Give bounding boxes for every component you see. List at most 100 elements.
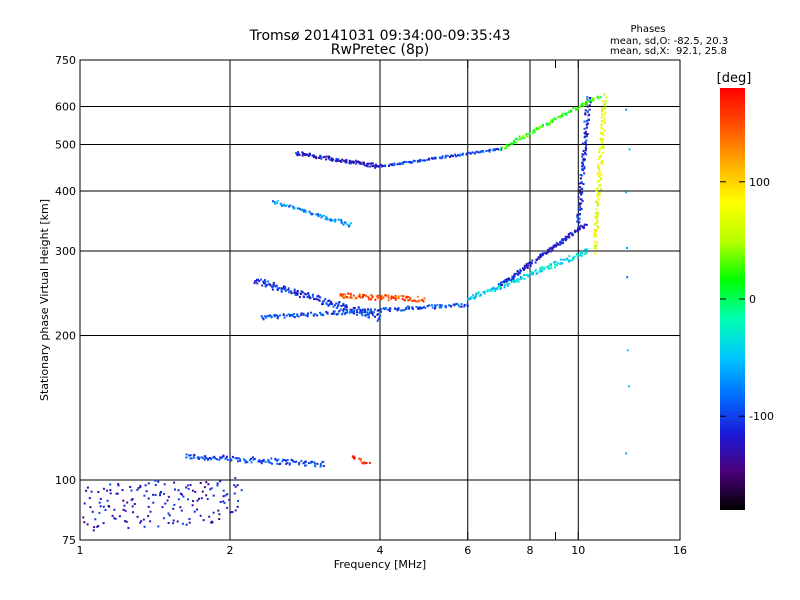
scatter-point — [401, 297, 404, 300]
scatter-point — [133, 503, 136, 505]
scatter-point — [402, 162, 405, 165]
scatter-point — [191, 489, 194, 492]
scatter-point — [535, 258, 538, 261]
scatter-point — [407, 296, 410, 298]
scatter-point — [111, 514, 114, 517]
scatter-point — [499, 285, 502, 288]
scatter-point — [581, 167, 584, 170]
scatter-point — [109, 492, 112, 495]
scatter-point — [409, 161, 412, 164]
scatter-point — [179, 492, 182, 495]
scatter-point — [426, 158, 429, 161]
scatter-point — [423, 297, 426, 300]
scatter-point — [343, 313, 346, 316]
colorbar-tick-label: -100 — [749, 410, 774, 423]
scatter-point — [226, 493, 229, 496]
scatter-point — [346, 296, 348, 299]
scatter-point — [460, 305, 463, 308]
scatter-point — [392, 164, 395, 167]
scatter-point — [419, 306, 422, 309]
scatter-point — [305, 293, 308, 296]
scatter-point — [319, 155, 322, 158]
scatter-point — [366, 308, 369, 311]
scatter-point — [316, 295, 319, 298]
scatter-point — [372, 164, 375, 167]
scatter-point — [405, 160, 408, 163]
scatter-point — [270, 457, 273, 460]
scatter-point — [359, 311, 362, 314]
scatter-point — [386, 308, 389, 311]
scatter-point — [309, 153, 311, 156]
scatter-point — [337, 312, 340, 315]
scatter-point — [450, 154, 453, 157]
scatter-point — [439, 305, 442, 308]
scatter-point — [320, 216, 323, 219]
scatter-point — [250, 461, 253, 464]
scatter-point — [583, 157, 585, 160]
scatter-point — [497, 285, 500, 288]
scatter-point — [505, 146, 508, 149]
scatter-point — [534, 261, 537, 264]
scatter-point — [557, 116, 560, 118]
scatter-point — [287, 287, 290, 290]
scatter-point — [219, 480, 222, 483]
scatter-point — [328, 156, 331, 159]
scatter-point — [578, 186, 581, 189]
scatter-point — [578, 253, 581, 256]
scatter-point — [338, 310, 341, 313]
scatter-point — [419, 158, 422, 161]
scatter-point — [283, 204, 286, 207]
scatter-point — [94, 518, 97, 521]
scatter-point — [278, 287, 281, 290]
scatter-point — [496, 148, 499, 150]
scatter-point — [424, 159, 426, 162]
scatter-point — [417, 306, 420, 309]
scatter-point — [411, 161, 414, 164]
scatter-point — [259, 460, 262, 463]
scatter-point — [558, 243, 561, 246]
scatter-point — [515, 272, 518, 275]
scatter-point — [312, 313, 315, 316]
scatter-point — [228, 498, 231, 501]
scatter-point — [304, 460, 307, 463]
scatter-point — [513, 275, 516, 278]
scatter-point — [127, 527, 130, 529]
scatter-point — [396, 309, 399, 312]
scatter-point — [596, 199, 599, 202]
scatter-point — [358, 161, 361, 164]
scatter-point — [143, 494, 146, 497]
scatter-point — [248, 459, 251, 462]
scatter-point — [394, 307, 397, 310]
scatter-point — [578, 217, 581, 220]
scatter-point — [288, 205, 290, 208]
scatter-point — [570, 259, 573, 262]
scatter-point — [571, 234, 574, 237]
scatter-point — [269, 461, 272, 464]
scatter-point — [218, 518, 221, 520]
scatter-point — [587, 118, 590, 121]
scatter-point — [333, 304, 336, 307]
scatter-point — [556, 243, 559, 246]
scatter-point — [319, 214, 322, 216]
scatter-point — [379, 309, 382, 312]
scatter-point — [577, 227, 580, 230]
scatter-point — [548, 247, 551, 250]
scatter-point — [379, 297, 382, 300]
scatter-point — [276, 200, 279, 203]
scatter-point — [154, 494, 157, 496]
scatter-point — [561, 239, 564, 242]
scatter-point — [358, 162, 361, 165]
scatter-point — [281, 460, 284, 463]
y-tick-label: 100 — [55, 474, 76, 487]
scatter-point — [581, 102, 584, 105]
scatter-point — [584, 130, 587, 133]
scatter-point — [325, 155, 328, 158]
scatter-point — [519, 276, 522, 278]
scatter-point — [239, 459, 242, 462]
scatter-point — [286, 461, 289, 464]
scatter-point — [415, 305, 418, 308]
scatter-point — [139, 484, 142, 487]
scatter-point — [597, 173, 600, 176]
scatter-point — [352, 294, 355, 297]
scatter-point — [422, 300, 425, 303]
